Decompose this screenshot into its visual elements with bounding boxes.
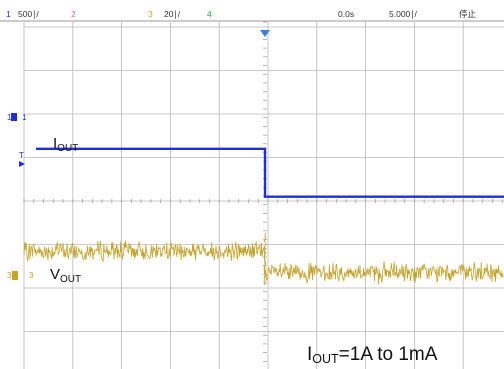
trigger-time-marker	[260, 30, 270, 37]
graticule	[23, 21, 504, 369]
ch2-number: 2	[71, 9, 76, 19]
header-bar: 1 500∣/ 2 3 20∣/ 4 0.0s 5.000∣/ 停止	[0, 9, 504, 22]
ch1-marker-label: 1	[22, 113, 27, 122]
vout-label: VOUT	[50, 266, 81, 285]
ch1-scale: 500∣/	[18, 9, 39, 19]
series-vout-transient	[263, 232, 267, 286]
series-iout-trace	[36, 147, 504, 198]
ch3-marker-label: 3	[29, 271, 34, 280]
ch3-number: 3	[148, 9, 153, 19]
ch3-scale: 20∣/	[164, 9, 181, 19]
run-status: 停止	[459, 9, 477, 19]
ch1-offset-marker: 1 1	[7, 113, 27, 122]
ch1-number: 1	[6, 9, 11, 19]
iout-label: IOUT	[53, 135, 78, 154]
test-condition-label: IOUT=1A to 1mA	[307, 344, 438, 366]
trigger-position: 0.0s	[338, 9, 354, 19]
ch3-offset-marker: 3 3	[7, 271, 34, 280]
trigger-level-marker: T	[19, 151, 25, 167]
svg-text:1: 1	[7, 113, 12, 122]
svg-text:T: T	[19, 151, 24, 160]
timebase: 5.000∣/	[389, 9, 418, 19]
svg-text:3: 3	[7, 271, 12, 280]
series-vout-trace	[23, 240, 504, 285]
waveforms	[23, 147, 504, 286]
ch4-number: 4	[207, 9, 212, 19]
